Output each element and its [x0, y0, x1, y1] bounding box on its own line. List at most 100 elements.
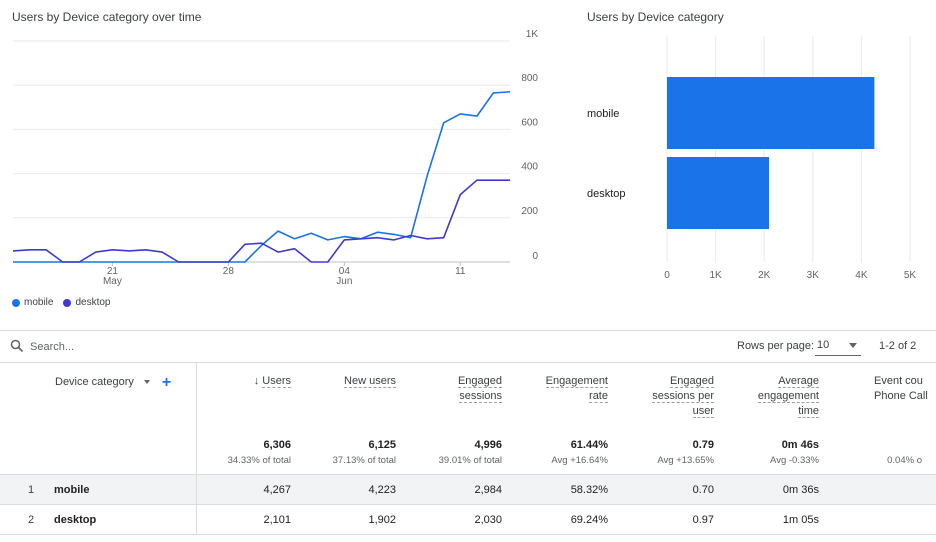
mobile-legend-dot — [12, 298, 20, 307]
category-label-desktop: desktop — [587, 188, 626, 200]
column-total: 6,306 — [263, 439, 291, 451]
desktop-legend-dot — [63, 298, 72, 307]
column-header[interactable]: New users — [344, 374, 396, 389]
dropdown-caret-icon — [849, 343, 857, 348]
rows-per-page-label: Rows per page: — [737, 340, 815, 352]
bar-mobile — [667, 77, 875, 149]
column-header-label: rate — [589, 390, 608, 403]
y-tick-label: 0 — [532, 251, 538, 262]
legend-item-desktop[interactable]: desktop — [63, 297, 111, 308]
dimension-selector[interactable]: Device category + — [55, 373, 172, 391]
y-tick-label: 200 — [521, 206, 538, 217]
x-tick-label: 04 — [339, 266, 351, 277]
column-total: 0.79 — [692, 439, 714, 451]
table-cell: 1,902 — [368, 514, 396, 526]
column-header-label: time — [798, 405, 819, 418]
add-dimension-plus-icon[interactable]: + — [161, 373, 172, 391]
column-header[interactable]: Event cou Phone Call — [874, 374, 928, 404]
search-input[interactable] — [30, 338, 330, 356]
table-cell: 0.97 — [692, 514, 714, 526]
x-tick-label: 28 — [223, 266, 235, 277]
x-tick-month-label: Jun — [336, 276, 352, 287]
column-header-label: user — [692, 405, 714, 418]
legend-label-mobile: mobile — [24, 297, 54, 308]
series-line-mobile — [13, 91, 511, 263]
column-header[interactable]: Engaged sessions — [457, 374, 502, 404]
table-cell: 0.70 — [692, 484, 714, 496]
dimension-header-label: Device category — [55, 376, 134, 388]
column-divider — [196, 505, 197, 535]
row-index: 1 — [28, 484, 35, 496]
column-header-label: Engaged — [457, 375, 502, 388]
table-cell: 1m 05s — [782, 514, 819, 526]
bar-desktop — [667, 157, 770, 229]
x-tick-label: 5K — [904, 270, 917, 281]
table-cell: 4,223 — [368, 484, 396, 496]
column-header[interactable]: Average engagement time — [757, 374, 819, 419]
table-cell: 4,267 — [263, 484, 291, 496]
y-tick-label: 400 — [521, 162, 538, 173]
pagination-range: 1-2 of 2 — [879, 340, 917, 352]
column-total: 6,125 — [368, 439, 396, 451]
dimension-column-header: Device category + — [0, 363, 197, 474]
x-tick-label: 1K — [709, 270, 722, 281]
column-header-label: Average — [778, 375, 819, 388]
search-icon — [10, 339, 24, 353]
column-header-label: Phone Call — [874, 390, 928, 402]
column-header-label: Engaged — [669, 375, 714, 388]
column-total: 0m 46s — [781, 439, 819, 451]
column-header-label: New users — [344, 375, 396, 388]
table-cell: 2,101 — [263, 514, 291, 526]
column-header[interactable]: Engaged sessions per user — [652, 374, 714, 419]
column-total: 61.44% — [570, 439, 608, 451]
column-total-percent: 37.13% of total — [332, 455, 396, 466]
x-tick-label: 3K — [807, 270, 820, 281]
table-cell: 2,984 — [474, 484, 502, 496]
sort-descending-arrow-icon[interactable]: ↓ — [253, 375, 260, 387]
table-cell: 69.24% — [570, 514, 608, 526]
users-by-device-bar-chart: 0 1K 2K 3K 4K 5K mobile desktop — [587, 36, 917, 281]
column-header-label: Event cou — [874, 375, 923, 387]
table-row[interactable]: 2 desktop 2,101 1,902 2,030 69.24% 0.97 1m 05… — [0, 505, 936, 535]
column-total-percent: Avg -0.33% — [770, 455, 819, 466]
y-tick-label: 800 — [521, 73, 538, 84]
x-tick-label: 21 — [107, 266, 119, 277]
chart-legend: mobile desktop — [12, 297, 111, 308]
column-header-label: sessions per — [652, 390, 714, 403]
x-tick-label: 0 — [664, 270, 670, 281]
column-header-label: engagement — [757, 390, 819, 403]
y-tick-label: 1K — [526, 30, 539, 40]
row-dimension-value: mobile — [54, 484, 90, 496]
table-row[interactable]: 1 mobile 4,267 4,223 2,984 58.32% 0.70 0m 36s — [0, 475, 936, 505]
table-toolbar: Rows per page: 10 1-2 of 2 — [0, 330, 936, 363]
series-line-desktop — [12, 179, 510, 263]
legend-label-desktop: desktop — [75, 297, 111, 308]
column-total-percent: 39.01% of total — [438, 455, 502, 466]
column-header-label: Users — [262, 375, 291, 388]
x-tick-month-label: May — [103, 276, 122, 287]
bar-chart-title: Users by Device category — [587, 10, 724, 24]
dimension-dropdown-icon[interactable] — [143, 380, 150, 384]
line-chart-title: Users by Device category over time — [12, 10, 202, 24]
table-header: Device category + ↓ Users 6,306 34.33% of t… — [0, 363, 936, 475]
table-cell: 58.32% — [570, 484, 608, 496]
x-tick-label: 4K — [855, 270, 868, 281]
column-header[interactable]: Engagement rate — [545, 374, 608, 404]
column-total-percent: 34.33% of total — [227, 455, 291, 466]
column-header[interactable]: ↓ Users — [254, 374, 291, 389]
column-header-label: Engagement — [545, 375, 608, 388]
column-total: 4,996 — [474, 439, 502, 451]
rows-per-page-select[interactable]: 10 — [815, 336, 861, 356]
table-cell: 0m 36s — [782, 484, 819, 496]
table-cell: 2,030 — [474, 514, 502, 526]
row-dimension-value: desktop — [54, 514, 97, 526]
column-header-label: sessions — [459, 390, 502, 403]
legend-item-mobile[interactable]: mobile — [12, 297, 53, 308]
x-tick-label: 2K — [758, 270, 771, 281]
column-divider — [196, 475, 197, 505]
y-tick-label: 600 — [521, 117, 538, 128]
column-total-percent: Avg +16.64% — [551, 455, 608, 466]
x-tick-label: 11 — [455, 266, 466, 277]
category-label-mobile: mobile — [587, 108, 619, 120]
